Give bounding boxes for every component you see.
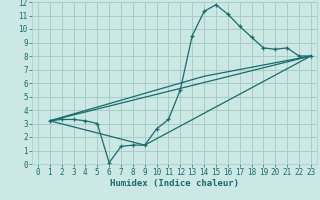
- X-axis label: Humidex (Indice chaleur): Humidex (Indice chaleur): [110, 179, 239, 188]
